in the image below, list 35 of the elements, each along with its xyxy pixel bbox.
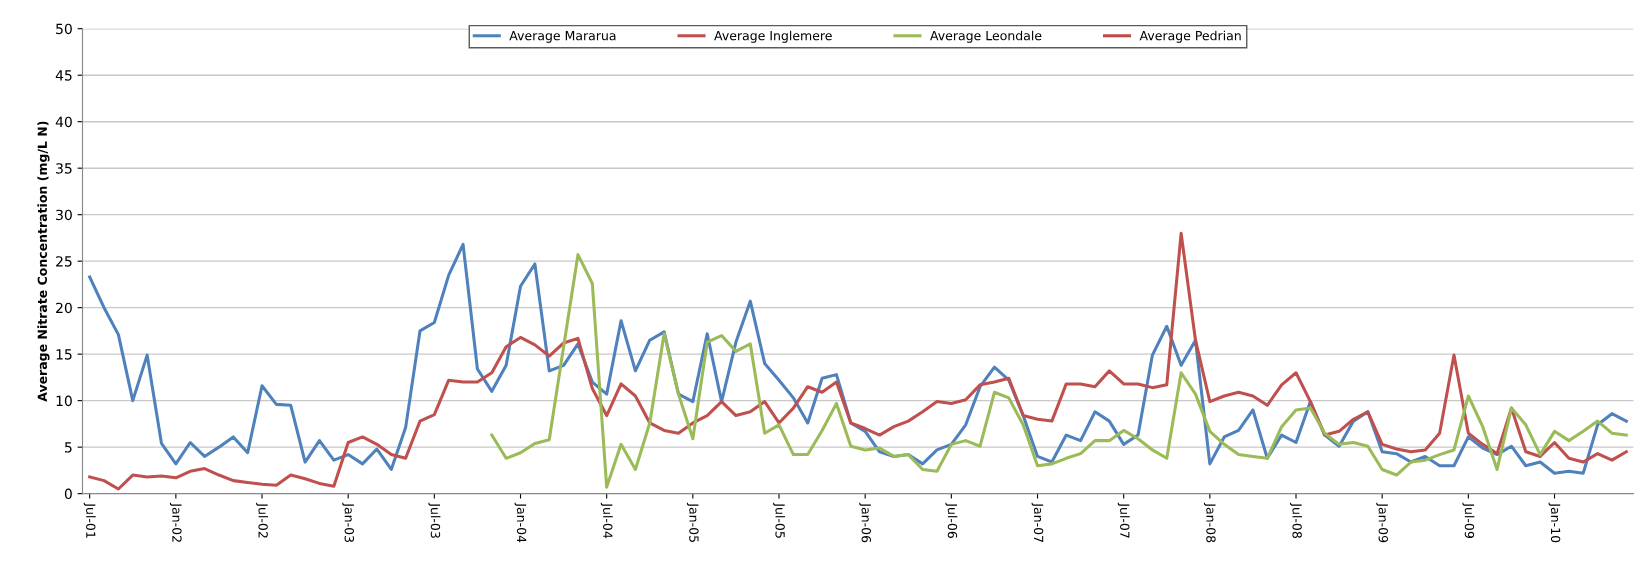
x-tick-label: Jul-02 — [256, 502, 269, 538]
y-tick-label: 5 — [65, 442, 72, 453]
y-tick-label: 15 — [56, 349, 72, 360]
y-tick-label: 35 — [56, 163, 72, 174]
x-tick-label: Jan-02 — [169, 502, 182, 542]
x-tick-label: Jul-09 — [1462, 502, 1475, 538]
x-tick-label: Jan-08 — [1203, 502, 1216, 543]
x-tick-label: Jan-07 — [1031, 502, 1044, 542]
legend-label: Average Inglemere — [714, 30, 832, 43]
legend-label: Average Leondale — [930, 30, 1042, 43]
x-tick-label: Jul-04 — [600, 502, 613, 539]
y-tick-label: 20 — [56, 302, 72, 314]
x-tick-label: Jul-07 — [1117, 502, 1130, 538]
x-tick-label: Jul-05 — [773, 502, 786, 538]
y-tick-label: 0 — [64, 488, 72, 500]
x-tick-label: Jan-03 — [342, 502, 355, 543]
x-tick-label: Jul-01 — [83, 502, 96, 538]
x-tick-label: Jul-08 — [1290, 502, 1303, 539]
legend-label: Average Mararua — [509, 31, 616, 43]
x-tick-label: Jan-09 — [1376, 502, 1389, 543]
y-tick-label: 25 — [56, 256, 72, 267]
x-tick-label: Jul-06 — [945, 502, 958, 539]
x-tick-label: Jan-06 — [859, 502, 872, 543]
y-tick-label: 50 — [56, 23, 72, 35]
y-tick-label: 40 — [55, 116, 72, 128]
legend-label: Average Pedrian — [1139, 30, 1241, 43]
y-tick-label: 30 — [56, 209, 72, 221]
x-tick-label: Jan-05 — [686, 502, 699, 542]
y-axis-title: Average Nitrate Concentration (mg/L N) — [37, 121, 50, 402]
x-tick-label: Jan-10 — [1548, 502, 1561, 543]
y-tick-label: 45 — [55, 70, 72, 81]
line-series — [490, 253, 1628, 489]
x-tick-label: Jan-04 — [514, 502, 527, 543]
y-tick-label: 10 — [56, 395, 72, 407]
x-tick-label: Jul-03 — [428, 502, 441, 538]
